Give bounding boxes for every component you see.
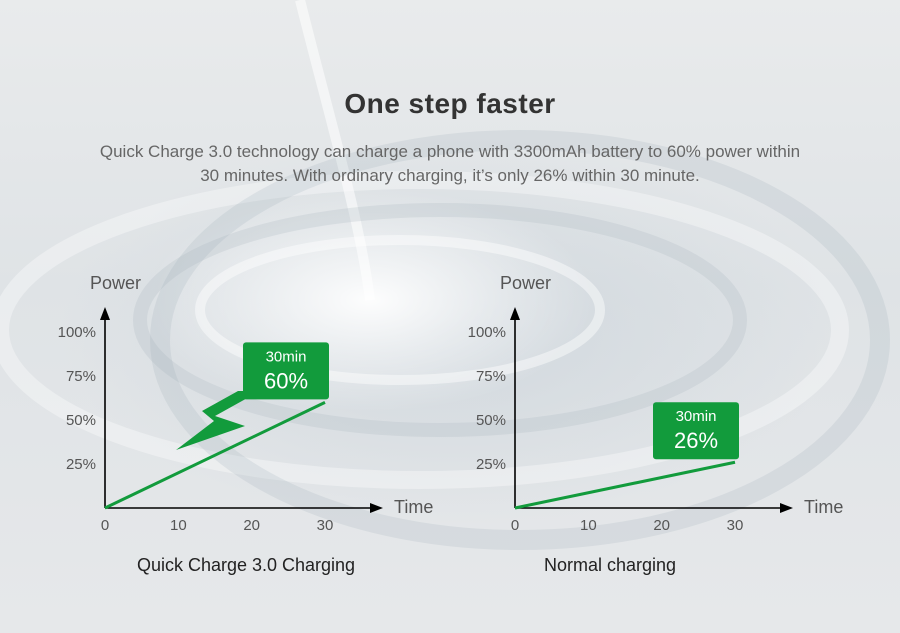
description-line-2: 30 minutes. With ordinary charging, it’s… [200,166,700,185]
y-tick-label: 100% [58,324,96,341]
y-tick-label: 50% [66,412,96,429]
x-axis-label: Time [394,497,433,517]
y-tick-label: 25% [476,456,506,473]
y-tick-label: 25% [66,456,96,473]
x-tick-label: 0 [101,517,109,534]
x-tick-label: 0 [511,517,519,534]
y-axis-label: Power [90,273,141,293]
page-title: One step faster [344,88,556,119]
x-tick-label: 20 [653,517,670,534]
x-axis-label: Time [804,497,843,517]
value-badge: 30min 60% [243,342,329,400]
y-tick-label: 75% [476,368,506,385]
badge-percent-label: 60% [264,368,308,393]
description-line-1: Quick Charge 3.0 technology can charge a… [99,142,801,161]
lightning-bolt-icon [176,391,260,450]
x-tick-label: 10 [580,517,597,534]
badge-background [243,342,329,400]
chart-caption: Quick Charge 3.0 Charging [137,555,355,575]
x-axis-arrow [780,503,793,513]
y-tick-label: 50% [476,412,506,429]
quick-charge-chart: Power Time 0 10 20 30 25% 50% 75% 100% 30min 60… [58,273,434,575]
x-tick-label: 30 [317,517,334,534]
page-description: Quick Charge 3.0 technology can charge a… [80,140,820,188]
badge-percent-label: 26% [674,428,718,453]
badge-time-label: 30min [266,348,307,365]
x-axis-arrow [370,503,383,513]
badge-background [653,402,739,460]
series-line [104,401,326,510]
x-tick-label: 10 [170,517,187,534]
normal-charging-chart: Power Time 0 10 20 30 25% 50% 75% 100% 30min 26… [468,273,844,575]
y-axis-arrow [510,307,520,320]
badge-time-label: 30min [676,408,717,425]
x-tick-label: 20 [243,517,260,534]
y-tick-label: 75% [66,368,96,385]
series-line [514,460,736,510]
y-tick-label: 100% [468,324,506,341]
value-badge: 30min 26% [653,402,739,460]
x-tick-label: 30 [727,517,744,534]
chart-caption: Normal charging [544,555,676,575]
y-axis-arrow [100,307,110,320]
y-axis-label: Power [500,273,551,293]
